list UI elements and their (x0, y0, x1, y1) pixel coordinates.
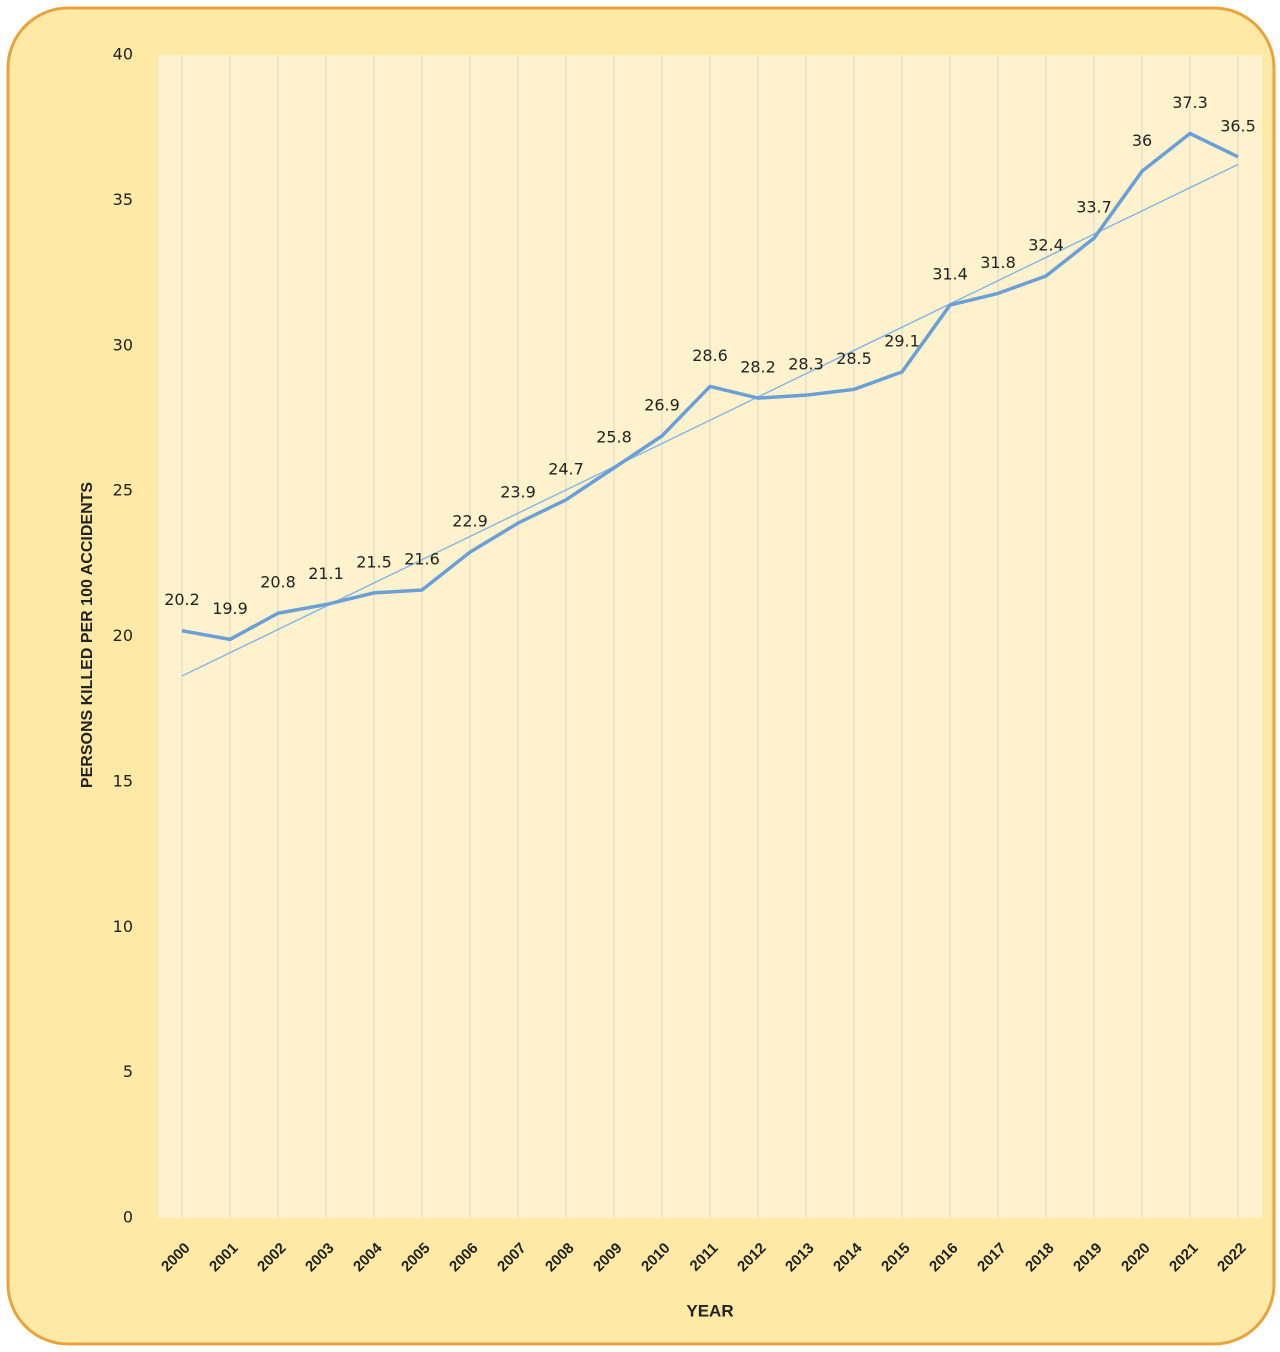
data-label: 20.8 (260, 573, 296, 592)
data-label: 31.8 (980, 253, 1016, 272)
data-label: 23.9 (500, 483, 536, 502)
data-label: 19.9 (212, 599, 248, 618)
data-label: 24.7 (548, 459, 584, 478)
data-line (181, 131, 1239, 642)
y-tick-label: 25 (113, 481, 133, 500)
data-label: 28.6 (692, 346, 728, 365)
y-tick-label: 20 (113, 626, 133, 645)
data-label: 21.1 (308, 564, 344, 583)
data-label: 21.6 (404, 549, 440, 568)
data-label: 20.2 (164, 590, 200, 609)
y-tick-label: 15 (113, 771, 133, 790)
trendline (181, 163, 1239, 677)
data-label: 28.2 (740, 358, 776, 377)
data-label: 37.3 (1172, 93, 1208, 112)
y-tick-label: 10 (113, 917, 133, 936)
data-label: 36 (1132, 131, 1152, 150)
data-label: 21.5 (356, 552, 392, 571)
data-label: 36.5 (1220, 116, 1256, 135)
y-tick-label: 30 (113, 335, 133, 354)
data-label: 31.4 (932, 265, 968, 284)
data-label: 33.7 (1076, 198, 1112, 217)
y-tick-label: 35 (113, 190, 133, 209)
data-label: 28.3 (788, 355, 824, 374)
y-axis-title: PERSONS KILLED PER 100 ACCIDENTS (79, 482, 96, 788)
y-tick-label: 40 (113, 45, 133, 64)
data-label: 32.4 (1028, 235, 1064, 254)
data-label: 28.5 (836, 349, 872, 368)
data-label: 26.9 (644, 395, 680, 414)
y-tick-label: 0 (123, 1208, 133, 1227)
x-axis-title: YEAR (686, 1301, 733, 1320)
y-tick-label: 5 (123, 1062, 133, 1081)
data-label: 25.8 (596, 427, 632, 446)
data-label: 29.1 (884, 331, 920, 350)
data-label: 22.9 (452, 512, 488, 531)
